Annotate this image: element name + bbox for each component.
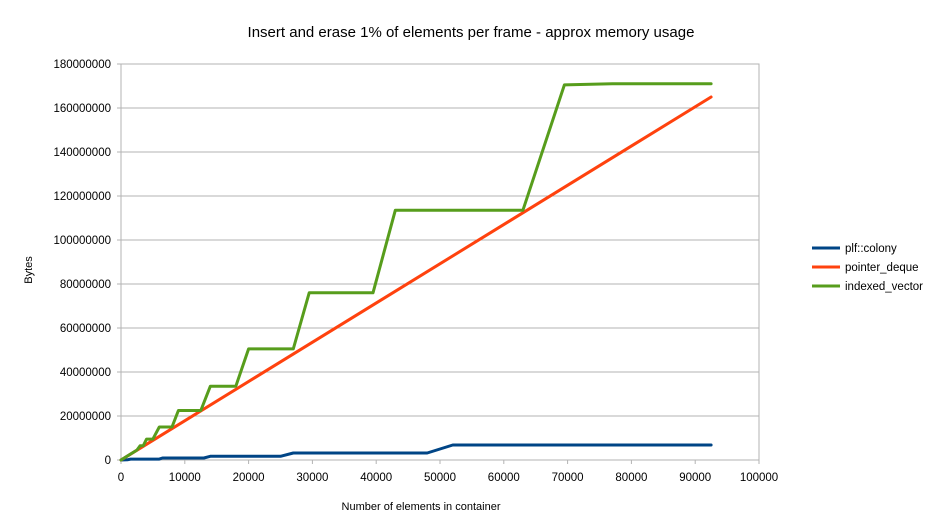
y-tick-label: 60000000 [60,323,111,335]
y-tick-label: 180000000 [53,59,111,71]
y-tick-label: 140000000 [53,147,111,159]
x-tick-label: 60000 [488,472,520,484]
y-tick-label: 120000000 [53,191,111,203]
legend-label: plf::colony [845,243,897,255]
legend-item-indexed-vector: indexed_vector [812,281,923,293]
y-tick-label: 160000000 [53,103,111,115]
series-line-indexed-vector [119,82,713,462]
x-tick-label: 100000 [740,472,778,484]
legend-label: pointer_deque [845,262,919,274]
series-line-pointer-deque [119,95,713,462]
y-tick-labels: 0 20000000 40000000 60000000 80000000 1000000… [53,59,111,467]
x-tick-label: 90000 [679,472,711,484]
x-tick-labels: 0 10000 20000 30000 40000 50000 60000 70000 8000… [118,472,778,484]
legend-label: indexed_vector [845,281,923,293]
x-tick-label: 10000 [169,472,201,484]
y-axis-title: Bytes [23,256,35,284]
chart-title: Insert and erase 1% of elements per fram… [248,24,695,41]
y-tick-label: 0 [105,455,111,467]
x-tick-label: 30000 [296,472,328,484]
plot-area-frame [120,63,760,461]
series-lines [119,82,713,462]
series-line-plf-colony [119,443,713,462]
x-tick-label: 20000 [233,472,265,484]
y-tick-label: 100000000 [53,235,111,247]
x-tick-label: 70000 [552,472,584,484]
y-tick-label: 80000000 [60,279,111,291]
x-tick-label: 40000 [360,472,392,484]
x-tick-label: 80000 [615,472,647,484]
y-tick-label: 40000000 [60,367,111,379]
y-tick-label: 20000000 [60,411,111,423]
legend-item-plf-colony: plf::colony [812,243,897,255]
x-axis-title: Number of elements in container [342,501,501,513]
x-tick-label: 0 [118,472,124,484]
x-tick-label: 50000 [424,472,456,484]
legend-item-pointer-deque: pointer_deque [812,262,919,274]
